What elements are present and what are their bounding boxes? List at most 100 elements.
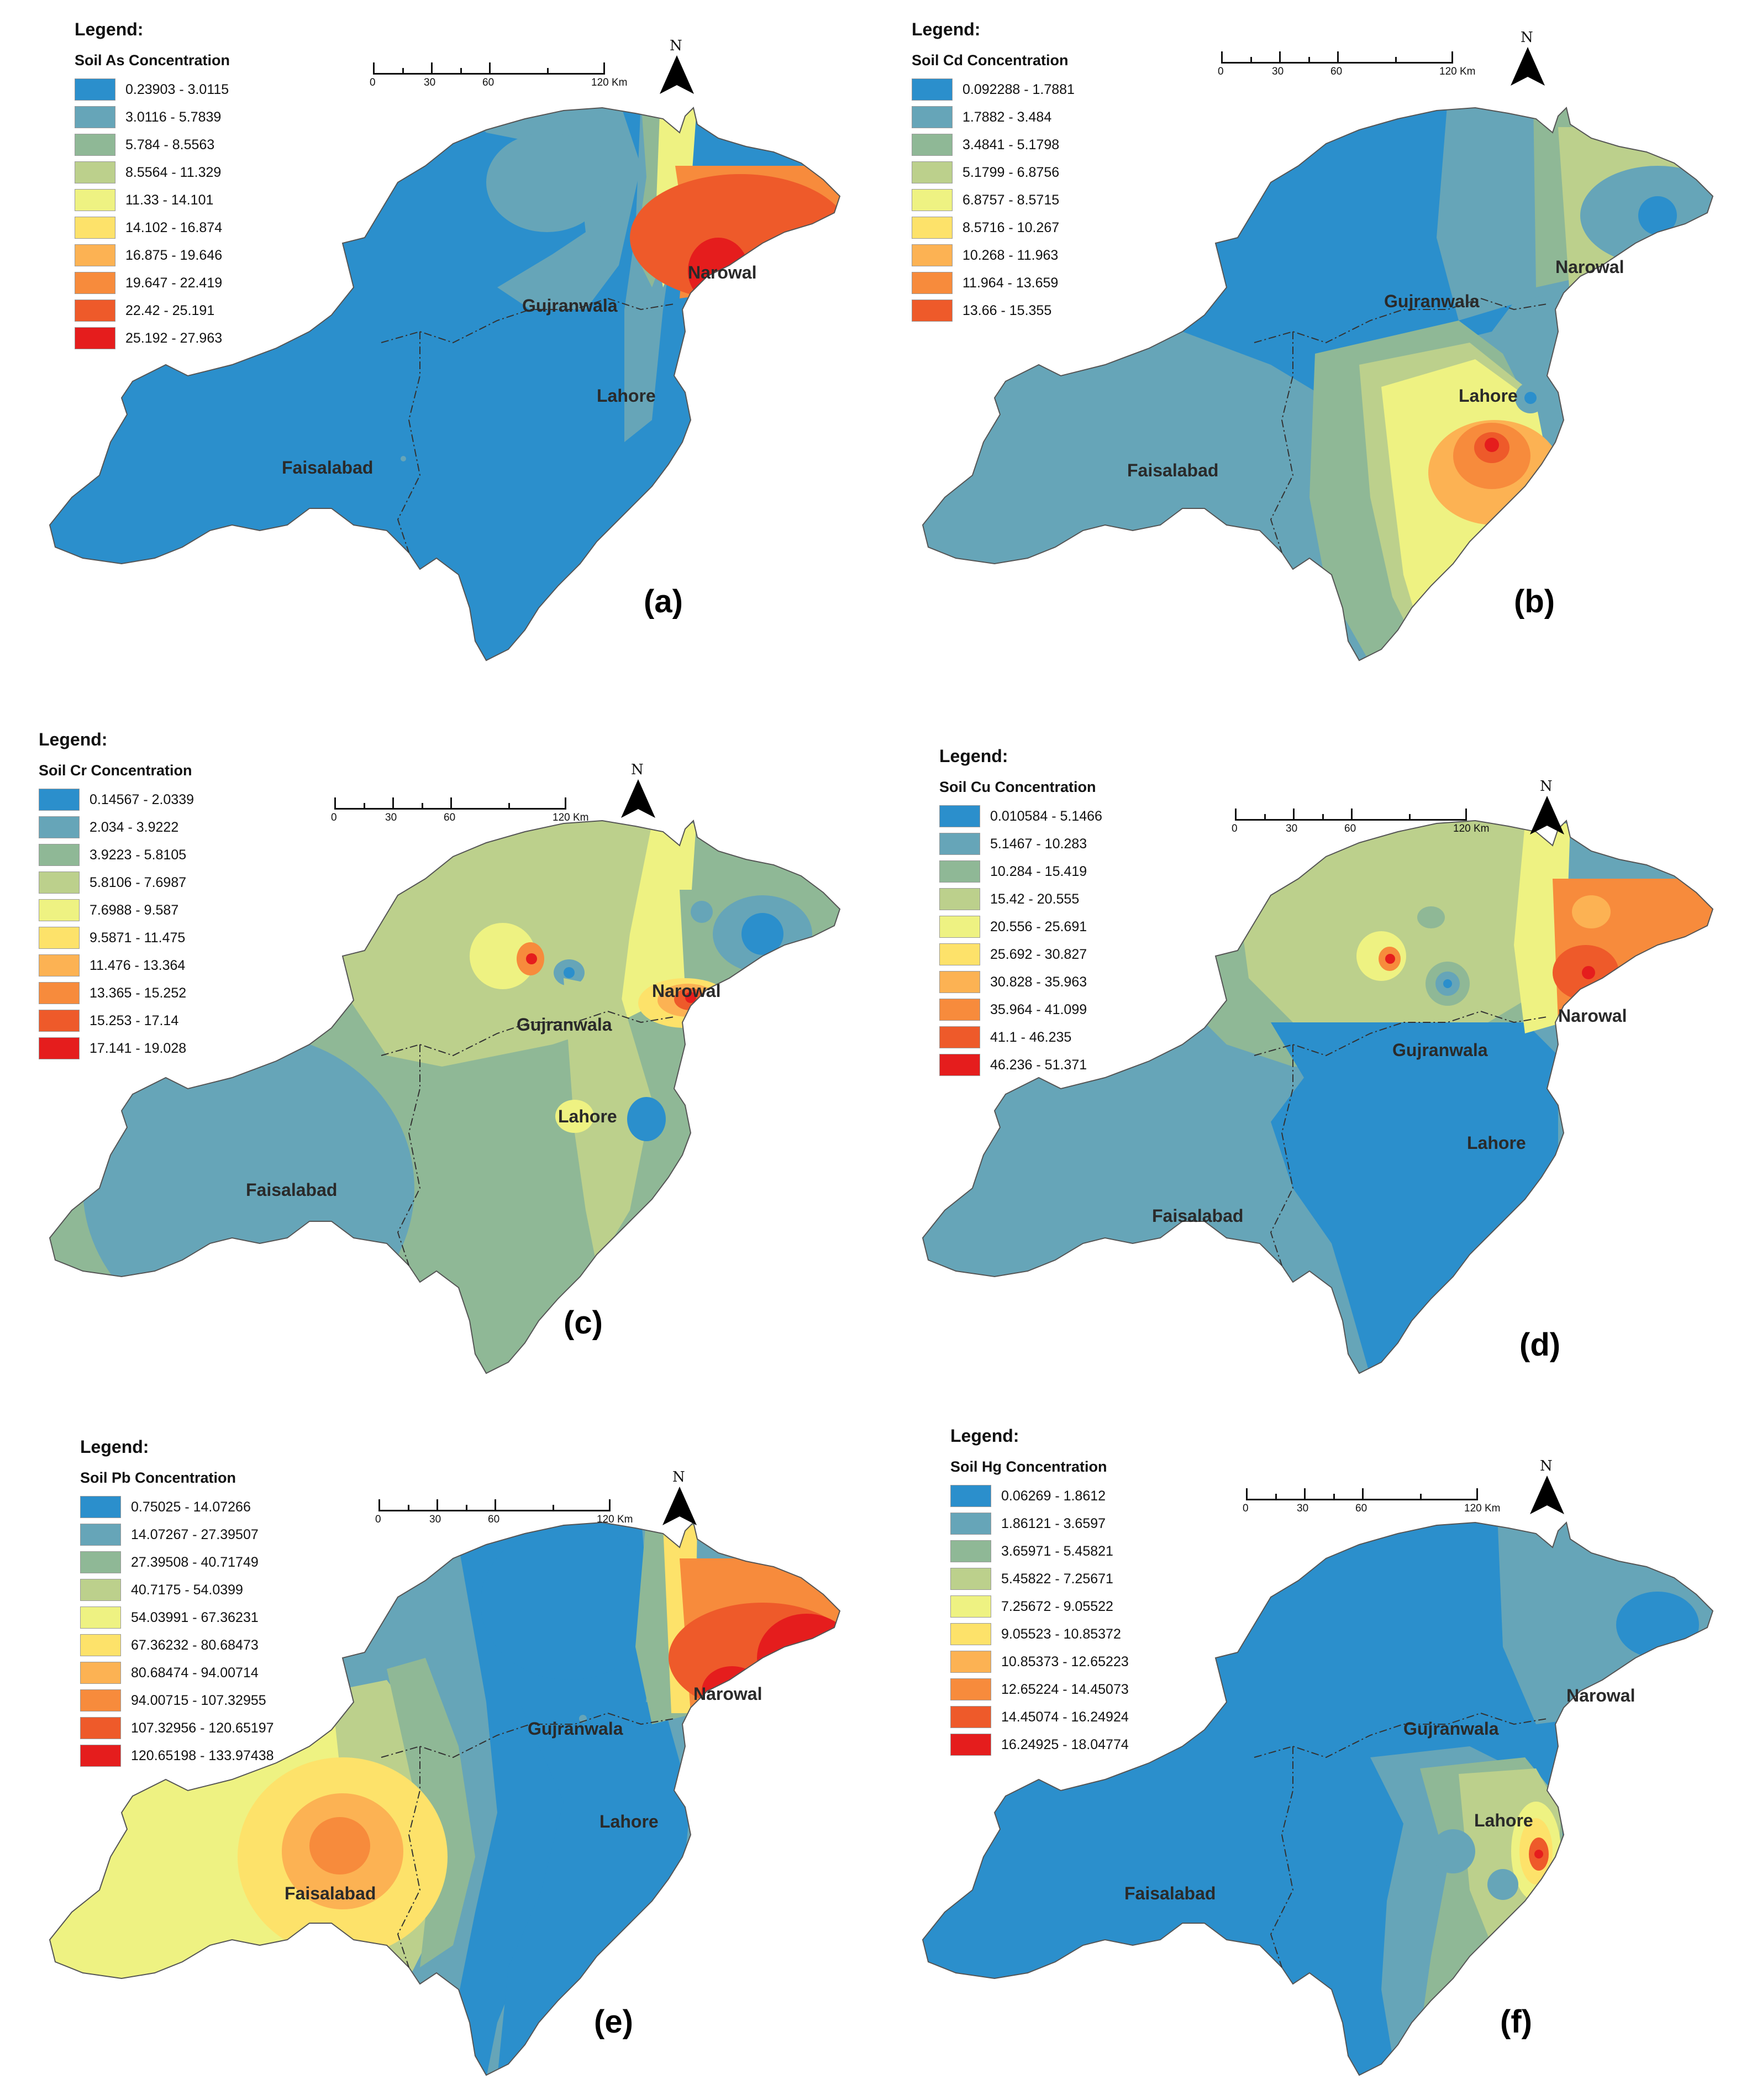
legend-swatch [75,300,115,322]
city-label-lahore: Lahore [1459,386,1518,406]
legend-range-label: 22.42 - 25.191 [125,302,215,318]
map-panel-a: Legend: Soil As Concentration 0.23903 - … [0,0,862,685]
legend-item: 1.7882 - 3.484 [912,103,1075,131]
legend-swatch [75,161,115,183]
legend-range-label: 5.784 - 8.5563 [125,136,215,153]
legend-item: 3.9223 - 5.8105 [39,841,194,869]
legend-title: Legend: [912,19,981,39]
legend-item: 10.268 - 11.963 [912,242,1075,269]
legend-swatch [950,1485,991,1507]
legend-item: 0.14567 - 2.0339 [39,786,194,813]
legend-range-label: 27.39508 - 40.71749 [131,1554,259,1570]
legend-swatch [39,927,80,949]
map-b [922,107,1713,661]
legend-swatch [39,872,80,894]
legend-item: 15.253 - 17.14 [39,1007,194,1035]
legend-range-label: 12.65224 - 14.45073 [1001,1681,1129,1697]
legend-range-label: 5.45822 - 7.25671 [1001,1571,1113,1587]
legend-item: 54.03991 - 67.36231 [80,1604,274,1631]
panel-label-d: (d) [1519,1327,1561,1363]
legend-item: 35.964 - 41.099 [939,996,1102,1023]
legend-swatch [950,1623,991,1645]
legend-swatch [39,1037,80,1059]
legend-item: 46.236 - 51.371 [939,1051,1102,1079]
legend-item: 25.692 - 30.827 [939,941,1102,968]
legend-item: 11.476 - 13.364 [39,952,194,979]
legend-range-label: 1.7882 - 3.484 [962,109,1052,125]
legend-range-label: 0.092288 - 1.7881 [962,81,1075,97]
legend-swatch [80,1662,121,1684]
legend-swatch [80,1634,121,1656]
legend-swatch [950,1678,991,1700]
city-label-narowal: Narowal [688,262,757,282]
city-label-faisalabad: Faisalabad [285,1883,376,1903]
legend-swatch [939,916,980,938]
north-arrow-icon: N [619,762,658,823]
legend-swatch [950,1706,991,1728]
legend-swatch [939,1026,980,1048]
legend-range-label: 14.07267 - 27.39507 [131,1526,259,1542]
legend-item: 16.875 - 19.646 [75,242,230,269]
legend-item: 13.66 - 15.355 [912,297,1075,324]
legend-range-label: 5.1467 - 10.283 [990,836,1087,852]
legend-item: 1.86121 - 3.6597 [950,1510,1129,1537]
legend-range-label: 10.284 - 15.419 [990,863,1087,879]
legend-swatch [39,1010,80,1032]
legend-swatch [950,1568,991,1590]
legend-range-label: 5.1799 - 6.8756 [962,164,1060,180]
legend-swatch [80,1551,121,1573]
legend-swatch [39,899,80,921]
legend-swatch [80,1607,121,1629]
scale-bar: 0 30 60 120 Km [1232,807,1495,835]
legend-range-label: 11.33 - 14.101 [125,192,214,208]
map-panel-b: Legend: Soil Cd Concentration 0.092288 -… [873,0,1735,685]
map-e [49,1522,840,2076]
legend-subtitle: Soil Cd Concentration [912,52,1069,69]
legend-item: 6.8757 - 8.5715 [912,186,1075,214]
map-a [49,107,840,661]
legend-subtitle: Soil Cr Concentration [39,762,192,779]
city-label-gujranwala: Gujranwala [1384,291,1480,311]
legend-d: Legend: Soil Cu Concentration 0.010584 -… [939,746,1102,1079]
legend-swatch [75,134,115,156]
legend-swatch [75,272,115,294]
panel-label-f: (f) [1500,2004,1532,2040]
legend-item: 0.75025 - 14.07266 [80,1493,274,1521]
city-label-narowal: Narowal [1566,1686,1635,1705]
legend-range-label: 3.65971 - 5.45821 [1001,1543,1113,1559]
legend-swatch [939,860,980,883]
legend-item: 0.092288 - 1.7881 [912,76,1075,103]
legend-item: 120.65198 - 133.97438 [80,1742,274,1770]
legend-item: 80.68474 - 94.00714 [80,1659,274,1687]
legend-range-label: 8.5716 - 10.267 [962,219,1060,235]
city-label-faisalabad: Faisalabad [1152,1206,1244,1226]
legend-item: 12.65224 - 14.45073 [950,1676,1129,1703]
city-label-lahore: Lahore [597,386,656,406]
legend-item: 15.42 - 20.555 [939,885,1102,913]
legend-swatch [80,1689,121,1712]
legend-swatch [950,1540,991,1562]
legend-swatch [912,244,953,266]
legend-item: 3.65971 - 5.45821 [950,1537,1129,1565]
city-label-narowal: Narowal [652,981,721,1001]
map-panel-e: Legend: Soil Pb Concentration 0.75025 - … [0,1415,862,2100]
legend-item: 7.6988 - 9.587 [39,896,194,924]
legend-range-label: 25.192 - 27.963 [125,330,223,346]
city-label-gujranwala: Gujranwala [1392,1040,1488,1060]
panel-label-a: (a) [644,584,683,620]
legend-range-label: 11.476 - 13.364 [90,957,186,973]
legend-title: Legend: [75,19,144,39]
legend-item: 19.647 - 22.419 [75,269,230,297]
legend-range-label: 2.034 - 3.9222 [90,819,179,835]
legend-item: 3.4841 - 5.1798 [912,131,1075,159]
legend-range-label: 3.9223 - 5.8105 [90,847,187,863]
legend-a: Legend: Soil As Concentration 0.23903 - … [75,19,230,352]
legend-range-label: 0.75025 - 14.07266 [131,1499,251,1515]
legend-swatch [75,244,115,266]
legend-swatch [75,78,115,101]
legend-e: Legend: Soil Pb Concentration 0.75025 - … [80,1437,274,1770]
north-arrow-icon: N [1528,778,1566,840]
legend-range-label: 10.268 - 11.963 [962,247,1059,263]
legend-swatch [939,805,980,827]
legend-item: 11.33 - 14.101 [75,186,230,214]
